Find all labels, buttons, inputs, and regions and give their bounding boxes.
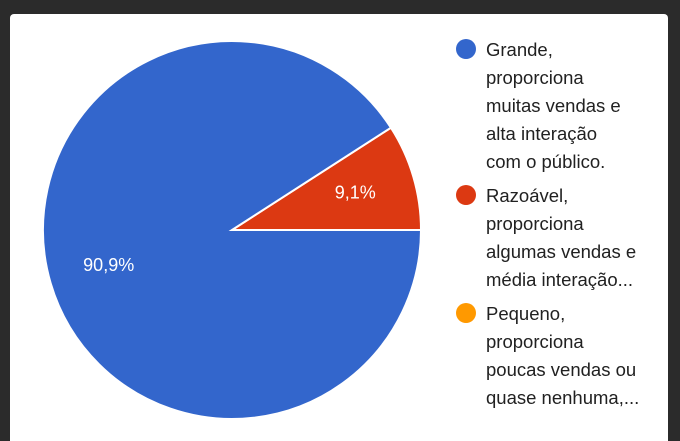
pie-slice-1 xyxy=(228,126,423,231)
chart-card: 9,1% 90,9% Grande, proporciona muitas ven… xyxy=(10,14,668,441)
legend-item-grande: Grande, proporciona muitas vendas e alta… xyxy=(456,36,668,176)
legend-label-razoavel: Razoável, proporciona algumas vendas e m… xyxy=(486,185,637,290)
pie-slice-label-0: 90,9% xyxy=(83,255,134,275)
chart-legend: Grande, proporciona muitas vendas e alta… xyxy=(456,36,668,418)
pie-slice-label-1: 9,1% xyxy=(335,183,376,203)
legend-item-pequeno: Pequeno, proporciona poucas vendas ou qu… xyxy=(456,300,668,412)
legend-item-razoavel: Razoável, proporciona algumas vendas e m… xyxy=(456,182,668,294)
pie-chart: 9,1% 90,9% xyxy=(42,40,423,420)
legend-swatch-razoavel xyxy=(456,185,476,205)
legend-label-pequeno: Pequeno, proporciona poucas vendas ou qu… xyxy=(486,303,640,408)
legend-label-grande: Grande, proporciona muitas vendas e alta… xyxy=(486,39,621,172)
legend-swatch-grande xyxy=(456,39,476,59)
pie-slice-0 xyxy=(42,40,423,420)
legend-swatch-pequeno xyxy=(456,303,476,323)
